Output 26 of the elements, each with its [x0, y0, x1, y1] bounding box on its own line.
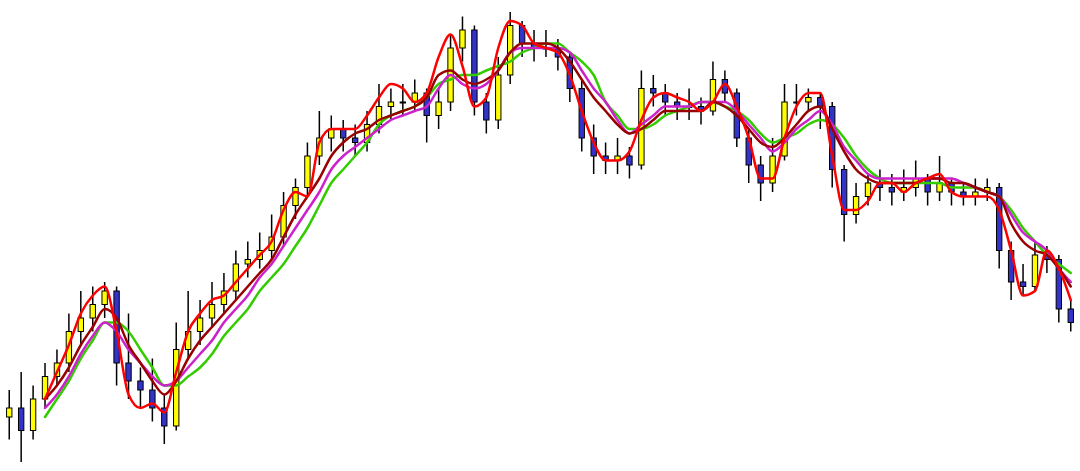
candlestick	[1067, 299, 1074, 333]
candlestick	[399, 83, 407, 117]
candlestick	[125, 312, 132, 400]
candlestick	[864, 173, 872, 207]
candlestick	[936, 155, 943, 202]
candlestick	[483, 92, 490, 135]
candlestick	[101, 281, 108, 319]
candlestick	[626, 146, 633, 180]
candlestick	[459, 15, 466, 63]
candlestick	[888, 173, 896, 207]
candlestick	[6, 389, 13, 441]
candlestick	[662, 83, 669, 117]
candlestick	[387, 87, 395, 121]
candlestick	[77, 290, 84, 346]
candlestick	[1019, 263, 1027, 297]
candlestick	[650, 74, 657, 108]
candlestick	[351, 123, 359, 157]
candlestick	[340, 119, 347, 153]
candlestick	[89, 285, 96, 333]
candlestick	[196, 299, 204, 346]
candlestick	[328, 114, 335, 153]
candlestick	[244, 240, 251, 279]
candlestick	[17, 371, 25, 463]
candlestick	[208, 281, 216, 328]
candlestick	[137, 366, 144, 409]
candlestick	[149, 357, 156, 423]
